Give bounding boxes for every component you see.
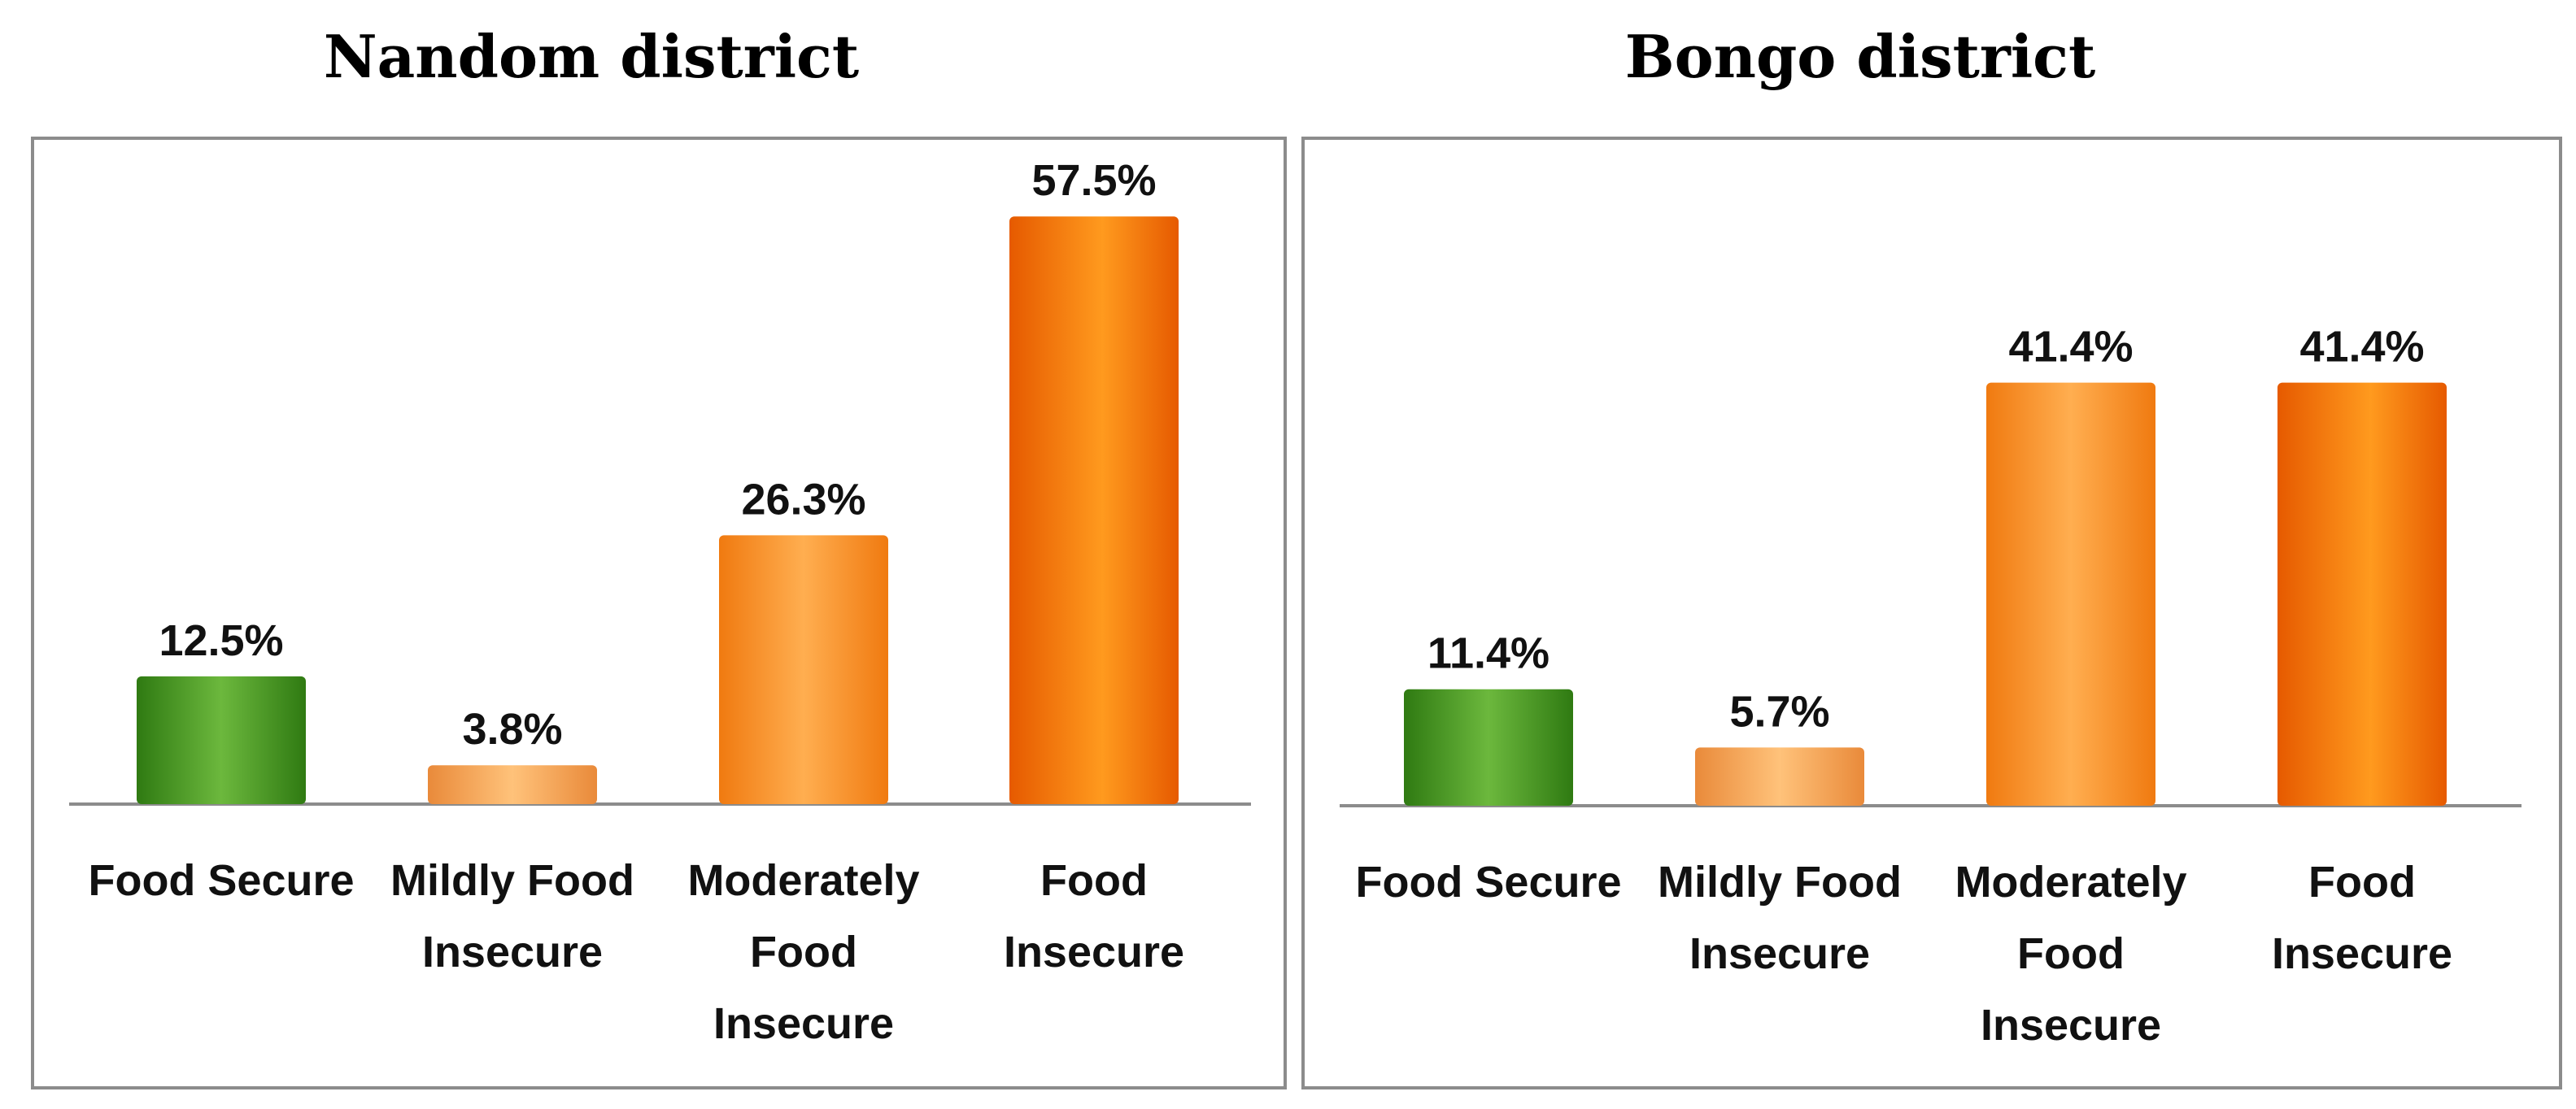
bongo-category-line: Insecure [2272,929,2452,978]
nandom-category-labels: Food Secure Mildly Food InsecureModerately… [88,856,1184,1048]
bongo-value-label-food-insecure: 41.4% [2299,323,2424,372]
nandom-chart: Nandom district 12.5% 3.8% 26.3% 57.5% Food… [31,22,1287,1089]
bongo-category-label-food-insecure: Food Insecure [2272,858,2452,978]
bongo-bar-mildly-food-insecure [1695,747,1864,806]
bongo-category-line: Food [2308,858,2416,907]
nandom-value-label-moderately-food-insecure: 26.3% [741,475,865,524]
nandom-category-line: Mildly Food [390,856,634,905]
bongo-category-label-mildly-food-insecure: Mildly Food Insecure [1658,858,1902,978]
bongo-category-line: Insecure [1981,1001,2161,1050]
bongo-category-label-moderately-food-insecure: Moderately Food Insecure [1955,858,2186,1050]
nandom-category-label-moderately-food-insecure: Moderately Food Insecure [687,856,919,1048]
bongo-value-label-food-secure: 11.4% [1427,629,1550,678]
nandom-bar-food-insecure [1009,216,1179,805]
bongo-category-label-food-secure: Food Secure [1355,858,1621,907]
nandom-bar-moderately-food-insecure [719,535,888,804]
bongo-bar-moderately-food-insecure [1986,382,2155,806]
nandom-bar-food-secure [137,676,306,804]
bongo-value-label-mildly-food-insecure: 5.7% [1729,687,1829,736]
bongo-bar-food-insecure [2277,382,2447,806]
bongo-category-line: Mildly Food [1658,858,1902,907]
bongo-category-labels: Food Secure Mildly Food InsecureModerately… [1355,858,2452,1050]
nandom-category-line: Insecure [1004,928,1184,976]
bongo-bars [1404,382,2447,806]
nandom-category-line: Food Secure [88,856,354,905]
bongo-chart: Bongo district 11.4% 5.7% 41.4% 41.4% Food … [1301,22,2562,1089]
nandom-chart-title: Nandom district [324,22,859,91]
bongo-value-labels: 11.4% 5.7% 41.4% 41.4% [1427,323,2425,737]
nandom-category-line: Food [1040,856,1148,905]
nandom-category-label-food-secure: Food Secure [88,856,354,905]
bongo-bar-food-secure [1404,689,1573,806]
bongo-category-line: Food [2017,929,2125,978]
bongo-category-line: Food Secure [1355,858,1621,907]
nandom-bar-mildly-food-insecure [428,765,597,804]
nandom-value-label-food-secure: 12.5% [159,616,283,665]
nandom-category-line: Moderately [687,856,919,905]
nandom-value-labels: 12.5% 3.8% 26.3% 57.5% [159,156,1156,754]
nandom-category-label-food-insecure: Food Insecure [1004,856,1184,976]
nandom-value-label-food-insecure: 57.5% [1031,156,1156,205]
nandom-bars [137,216,1179,805]
bongo-chart-title: Bongo district [1625,22,2096,91]
nandom-category-label-mildly-food-insecure: Mildly Food Insecure [390,856,634,976]
nandom-value-label-mildly-food-insecure: 3.8% [462,705,562,754]
bongo-value-label-moderately-food-insecure: 41.4% [2008,323,2133,372]
nandom-category-line: Food [750,928,857,976]
bongo-category-line: Insecure [1689,929,1870,978]
nandom-category-line: Insecure [422,928,603,976]
bongo-category-line: Moderately [1955,858,2186,907]
nandom-category-line: Insecure [713,999,894,1048]
